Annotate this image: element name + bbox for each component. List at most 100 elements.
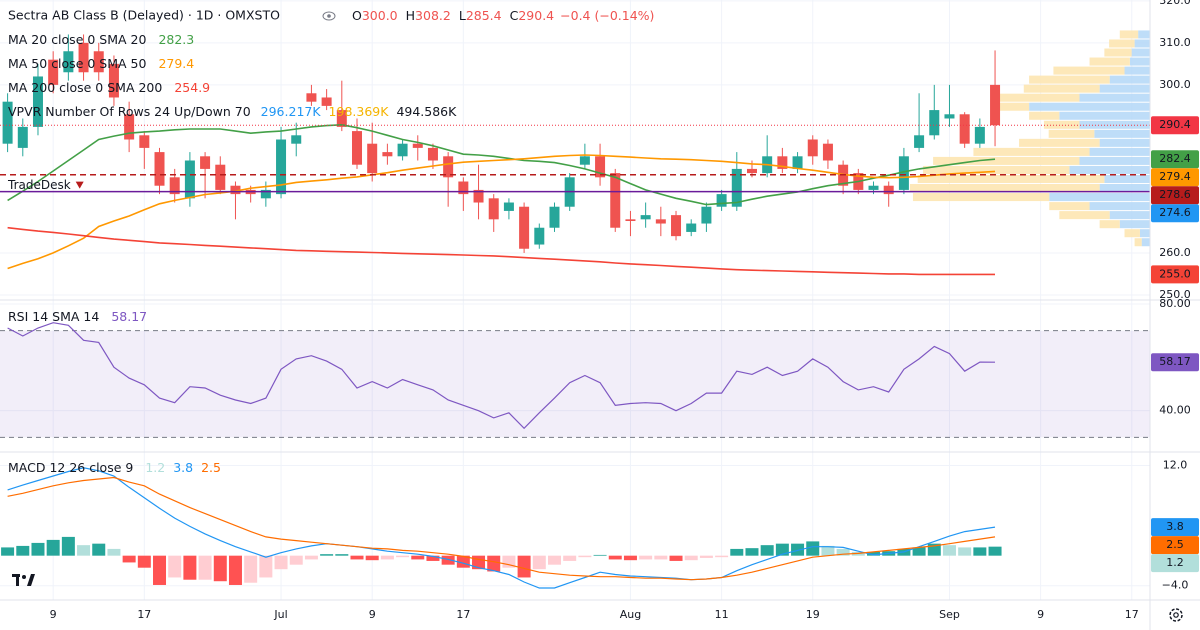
candle-body [382, 152, 393, 157]
tradingview-logo[interactable] [12, 574, 35, 586]
ma-legend: MA 20 close 0 SMA 20 282.3 [8, 32, 194, 47]
ohlc-key: L [459, 8, 466, 23]
price-tag-label: 2.5 [1166, 538, 1184, 551]
profile-down [912, 193, 1050, 202]
macd-legend-signal: 2.5 [201, 460, 221, 475]
profile-up [1094, 129, 1150, 138]
chart-title: Sectra AB Class B (Delayed) · 1D · OMXST… [8, 8, 280, 23]
y-tick-label: 310.0 [1159, 36, 1191, 49]
ma-legend-name: MA 50 close 0 SMA 50 [8, 56, 146, 71]
histogram-bar [426, 555, 440, 561]
settings-gear[interactable] [1169, 608, 1183, 622]
profile-up [1089, 147, 1150, 156]
candle-body [579, 156, 590, 165]
candle-body [63, 51, 74, 73]
price-tag [1151, 265, 1199, 284]
x-tick-label: 9 [1037, 608, 1044, 621]
candle-body [78, 42, 89, 73]
profile-down [1134, 238, 1142, 247]
price-tag-label: 58.17 [1159, 355, 1191, 368]
level-name: TradeDesk [7, 178, 71, 192]
profile-up [1029, 102, 1150, 111]
histogram-bar [547, 555, 561, 565]
profile-down [1019, 138, 1100, 147]
histogram-bar [791, 543, 805, 556]
profile-up [1109, 211, 1150, 220]
macd-line [7, 467, 996, 589]
profile-up [1099, 184, 1150, 193]
candle-body [260, 189, 271, 199]
histogram-bar [958, 547, 972, 556]
ma-legend: MA 50 close 0 SMA 50 279.4 [8, 56, 194, 71]
histogram-bar [639, 555, 653, 560]
histogram-bar [289, 555, 303, 565]
histogram-bar [760, 545, 774, 556]
profile-up [1104, 174, 1150, 184]
ohlc-value: 300.0 [362, 8, 398, 23]
price-tag-label: 279.4 [1159, 170, 1191, 183]
y-tick-label: 80.00 [1159, 297, 1191, 310]
candle-body [93, 51, 104, 73]
ohlc-value: 285.4 [466, 8, 502, 23]
x-tick-label: 11 [715, 608, 729, 621]
ma-line [7, 226, 995, 276]
candle-body [48, 59, 59, 85]
histogram-bar [745, 548, 759, 556]
profile-down [998, 102, 1030, 111]
price-tag-label: 3.8 [1166, 520, 1184, 533]
vpvr-total: 494.586K [396, 104, 457, 119]
histogram-bar [608, 555, 622, 560]
candle-body [701, 206, 712, 224]
histogram-bar [836, 548, 850, 556]
change-value: −0.4 (−0.14%) [560, 8, 654, 23]
x-tick-label: Sep [939, 608, 960, 621]
candle-body [610, 173, 621, 228]
candle-body [655, 219, 666, 224]
macd-legend: MACD 12 26 close 9 1.2 3.8 2.5 [8, 460, 221, 475]
candle-body [914, 135, 925, 148]
histogram-bar [699, 555, 713, 558]
candle-body [868, 185, 879, 190]
histogram-bar [730, 548, 744, 556]
candle-body [276, 139, 287, 195]
price-tag-label: 1.2 [1166, 556, 1184, 569]
candle-body [184, 160, 195, 199]
gear-outline[interactable] [1169, 608, 1183, 622]
histogram-bar [198, 555, 212, 580]
candle-body [17, 126, 28, 148]
candle-body [200, 156, 211, 169]
candle-body [746, 168, 757, 174]
candle-body [549, 206, 560, 228]
logo-part [27, 574, 35, 586]
candle-body [427, 147, 438, 161]
histogram-bar [942, 545, 956, 556]
x-tick-label: 17 [1125, 608, 1139, 621]
macd-legend-macd: 3.8 [173, 460, 193, 475]
histogram-bar [517, 555, 531, 578]
y-tick-label: 12.0 [1163, 459, 1188, 472]
profile-up [1131, 48, 1150, 57]
vpvr-legend: VPVR Number Of Rows 24 Up/Down 70 296.217… [8, 104, 457, 119]
candle-body [473, 189, 484, 203]
level-marker [75, 181, 84, 189]
visibility-icon[interactable] [322, 11, 336, 21]
candle-body [792, 156, 803, 169]
signal-line [7, 476, 996, 581]
profile-down [917, 174, 1105, 184]
price-tag-label: 274.6 [1159, 206, 1191, 219]
profile-down [1029, 111, 1060, 120]
histogram-bar [16, 545, 30, 556]
histogram-bar [593, 554, 607, 556]
profile-up [1059, 111, 1150, 120]
candle-body [898, 156, 909, 190]
gear-center [1173, 612, 1179, 618]
y-tick-label: 320.0 [1159, 0, 1191, 7]
histogram-bar [77, 545, 91, 556]
histogram-bar [183, 555, 197, 580]
candle-body [959, 114, 970, 144]
price-tag-label: 290.4 [1159, 118, 1191, 131]
profile-down [933, 156, 1080, 165]
ohlc-key: C [510, 8, 519, 23]
eye-icon[interactable] [322, 11, 336, 21]
